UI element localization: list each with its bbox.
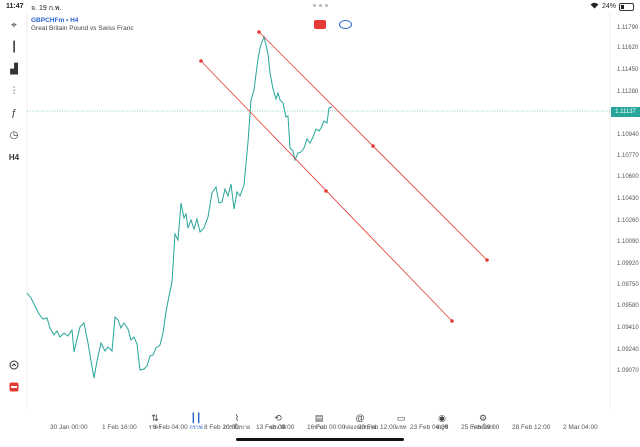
tab-chat[interactable]: ▭ แชท	[381, 412, 421, 432]
tab-chart[interactable]: ┃┃ กราฟ	[176, 412, 216, 432]
tab-label: การตั้งค่า	[471, 425, 495, 431]
price-tick-label: 1.09920	[617, 261, 639, 267]
status-right: 24%	[590, 2, 634, 11]
time-tick-label: 20 Feb 12:00	[358, 424, 397, 431]
channel-handle[interactable]	[450, 319, 454, 323]
logo-icon[interactable]	[4, 378, 24, 396]
time-tick-label: 28 Feb 12:00	[512, 424, 551, 431]
battery-icon	[619, 2, 634, 11]
battery-percent: 24%	[601, 3, 616, 10]
symbol-title[interactable]: GBPCHFm • H4	[31, 17, 79, 24]
price-tick-label: 1.11280	[617, 89, 639, 95]
tab-mailbox[interactable]: @ กล่องจดหมาย	[340, 412, 380, 432]
price-tick-label: 1.11450	[617, 67, 639, 73]
news-icon: ▤	[314, 413, 324, 423]
time-tick-label: 8 Feb 20:00	[204, 424, 239, 431]
price-tick-label: 1.11790	[617, 25, 639, 31]
left-toolbar: ⌖ ┃ ▟ ⫶ ƒ ◷ H4	[0, 14, 27, 404]
channel-handle[interactable]	[324, 189, 328, 193]
indicator-badge-1[interactable]	[314, 20, 326, 29]
channel-handle[interactable]	[199, 59, 203, 63]
channel-handle[interactable]	[257, 30, 261, 34]
tab-news[interactable]: ▤ ข่าว	[299, 412, 339, 432]
price-line	[26, 35, 333, 379]
tab-label: การซื้อขาย	[223, 425, 251, 431]
tab-label: ข่าว	[314, 425, 324, 431]
tab-account[interactable]: ◉ บัญชี	[422, 412, 462, 432]
status-time: 11:47	[6, 3, 24, 10]
time-tick-label: 30 Jan 00:00	[50, 424, 88, 431]
candlestick-icon[interactable]: ┃	[10, 41, 18, 53]
price-tick-label: 1.10260	[617, 218, 639, 224]
price-tick-label: 1.09750	[617, 282, 639, 288]
tab-label: ราคา	[148, 425, 162, 431]
crosshair-icon[interactable]: ⌖	[11, 19, 17, 31]
time-tick-label: 16 Feb 00:00	[307, 424, 346, 431]
price-tick-label: 1.09070	[617, 368, 639, 374]
chart-icon: ┃┃	[190, 413, 202, 423]
objects-icon[interactable]: ◷	[9, 129, 19, 141]
tab-label: แชท	[395, 425, 407, 431]
tab-quotes[interactable]: ⇅ ราคา	[135, 412, 175, 432]
timeframe-button[interactable]: H4	[8, 152, 20, 162]
tab-label: กล่องจดหมาย	[343, 425, 377, 431]
channel-handle[interactable]	[485, 258, 489, 262]
current-price-label: 1.11137	[611, 107, 640, 117]
price-tick-label: 1.10770	[617, 153, 639, 159]
time-tick-label: 1 Feb 16:00	[102, 424, 137, 431]
time-tick-label: 13 Feb 08:00	[256, 424, 295, 431]
price-tick-label: 1.10430	[617, 196, 639, 202]
price-tick-label: 1.10940	[617, 132, 639, 138]
price-tick-label: 1.10600	[617, 174, 639, 180]
price-tick-label: 1.09410	[617, 325, 639, 331]
indicators-icon[interactable]: ⫶	[12, 85, 16, 97]
tab-label: ประวัติ	[269, 425, 287, 431]
indicator-badge-2[interactable]	[339, 20, 352, 29]
price-tick-label: 1.09580	[617, 303, 639, 309]
wifi-icon	[590, 2, 599, 11]
price-chart[interactable]	[0, 0, 640, 410]
tab-settings[interactable]: ⚙ การตั้งค่า	[463, 412, 503, 432]
function-icon[interactable]: ƒ	[11, 107, 17, 119]
price-tick-label: 1.10090	[617, 239, 639, 245]
alarm-icon[interactable]	[4, 356, 24, 374]
time-tick-label: 25 Feb 20:00	[461, 424, 500, 431]
settings-icon: ⚙	[478, 413, 488, 423]
bottom-tab-bar: ⇅ ราคา ┃┃ กราฟ ⌇ การซื้อขาย ⟲ ประวัติ ▤ ข่าว @ กล่อ…	[0, 413, 640, 447]
chat-icon: ▭	[396, 413, 406, 423]
bar-chart-icon[interactable]: ▟	[10, 63, 18, 75]
price-tick-label: 1.09240	[617, 347, 639, 353]
account-icon: ◉	[438, 413, 446, 423]
time-tick-label: 6 Feb 04:00	[153, 424, 188, 431]
status-bar: 11:47 จ. 19 ก.พ. 24%	[0, 0, 640, 14]
status-date: จ. 19 ก.พ.	[31, 5, 62, 12]
mailbox-icon: @	[355, 413, 365, 423]
history-icon: ⟲	[274, 413, 282, 423]
symbol-description: Great Britain Pound vs Swiss Franc	[31, 25, 134, 32]
channel-handle[interactable]	[371, 144, 375, 148]
price-tick-label: 1.11620	[617, 45, 639, 51]
multitask-dots[interactable]	[306, 4, 334, 7]
trade-icon: ⌇	[234, 413, 240, 423]
tab-label: กราฟ	[189, 425, 203, 431]
quotes-icon: ⇅	[151, 413, 159, 423]
tab-history[interactable]: ⟲ ประวัติ	[258, 412, 298, 432]
chart-area[interactable]: GBPCHFm • H4 Great Britain Pound vs Swis…	[0, 0, 640, 431]
time-tick-label: 23 Feb 04:00	[410, 424, 449, 431]
home-indicator[interactable]	[236, 438, 404, 441]
time-tick-label: 2 Mar 04:00	[563, 424, 598, 431]
tab-label: บัญชี	[436, 425, 448, 431]
tab-trade[interactable]: ⌇ การซื้อขาย	[217, 412, 257, 432]
